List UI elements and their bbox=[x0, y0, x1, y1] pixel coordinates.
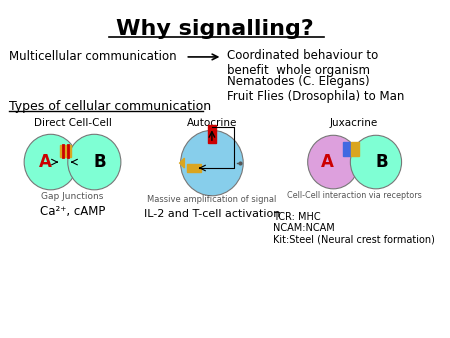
Text: Massive amplification of signal: Massive amplification of signal bbox=[147, 195, 277, 204]
Circle shape bbox=[308, 135, 359, 189]
Polygon shape bbox=[180, 158, 184, 168]
FancyBboxPatch shape bbox=[351, 142, 359, 156]
Text: B: B bbox=[375, 153, 388, 171]
Text: Types of cellular communication: Types of cellular communication bbox=[9, 100, 211, 113]
Text: A: A bbox=[321, 153, 334, 171]
Text: IL-2 and T-cell activation: IL-2 and T-cell activation bbox=[144, 209, 280, 219]
Text: A: A bbox=[39, 153, 51, 171]
Text: Juxacrine: Juxacrine bbox=[330, 118, 378, 128]
Circle shape bbox=[180, 130, 243, 196]
Text: Nematodes (C. Elegans)
Fruit Flies (Drosophila) to Man: Nematodes (C. Elegans) Fruit Flies (Dros… bbox=[227, 75, 405, 103]
Circle shape bbox=[68, 134, 121, 190]
FancyBboxPatch shape bbox=[60, 145, 71, 157]
Circle shape bbox=[24, 134, 77, 190]
Text: Coordinated behaviour to
benefit  whole organism: Coordinated behaviour to benefit whole o… bbox=[227, 49, 378, 77]
Text: Autocrine: Autocrine bbox=[187, 118, 237, 128]
Text: Cell-Cell interaction via receptors: Cell-Cell interaction via receptors bbox=[287, 191, 422, 200]
Text: B: B bbox=[94, 153, 106, 171]
Text: Multicellular communication: Multicellular communication bbox=[9, 50, 176, 64]
Text: Direct Cell-Cell: Direct Cell-Cell bbox=[34, 118, 112, 128]
Text: TCR: MHC
NCAM:NCAM
Kit:Steel (Neural crest formation): TCR: MHC NCAM:NCAM Kit:Steel (Neural cre… bbox=[273, 212, 435, 245]
Text: Gap Junctions: Gap Junctions bbox=[41, 192, 104, 201]
Circle shape bbox=[351, 135, 401, 189]
Text: Ca²⁺, cAMP: Ca²⁺, cAMP bbox=[40, 205, 105, 218]
FancyBboxPatch shape bbox=[187, 164, 201, 172]
FancyBboxPatch shape bbox=[343, 142, 351, 156]
FancyBboxPatch shape bbox=[208, 125, 216, 143]
Text: Why signalling?: Why signalling? bbox=[116, 19, 314, 39]
